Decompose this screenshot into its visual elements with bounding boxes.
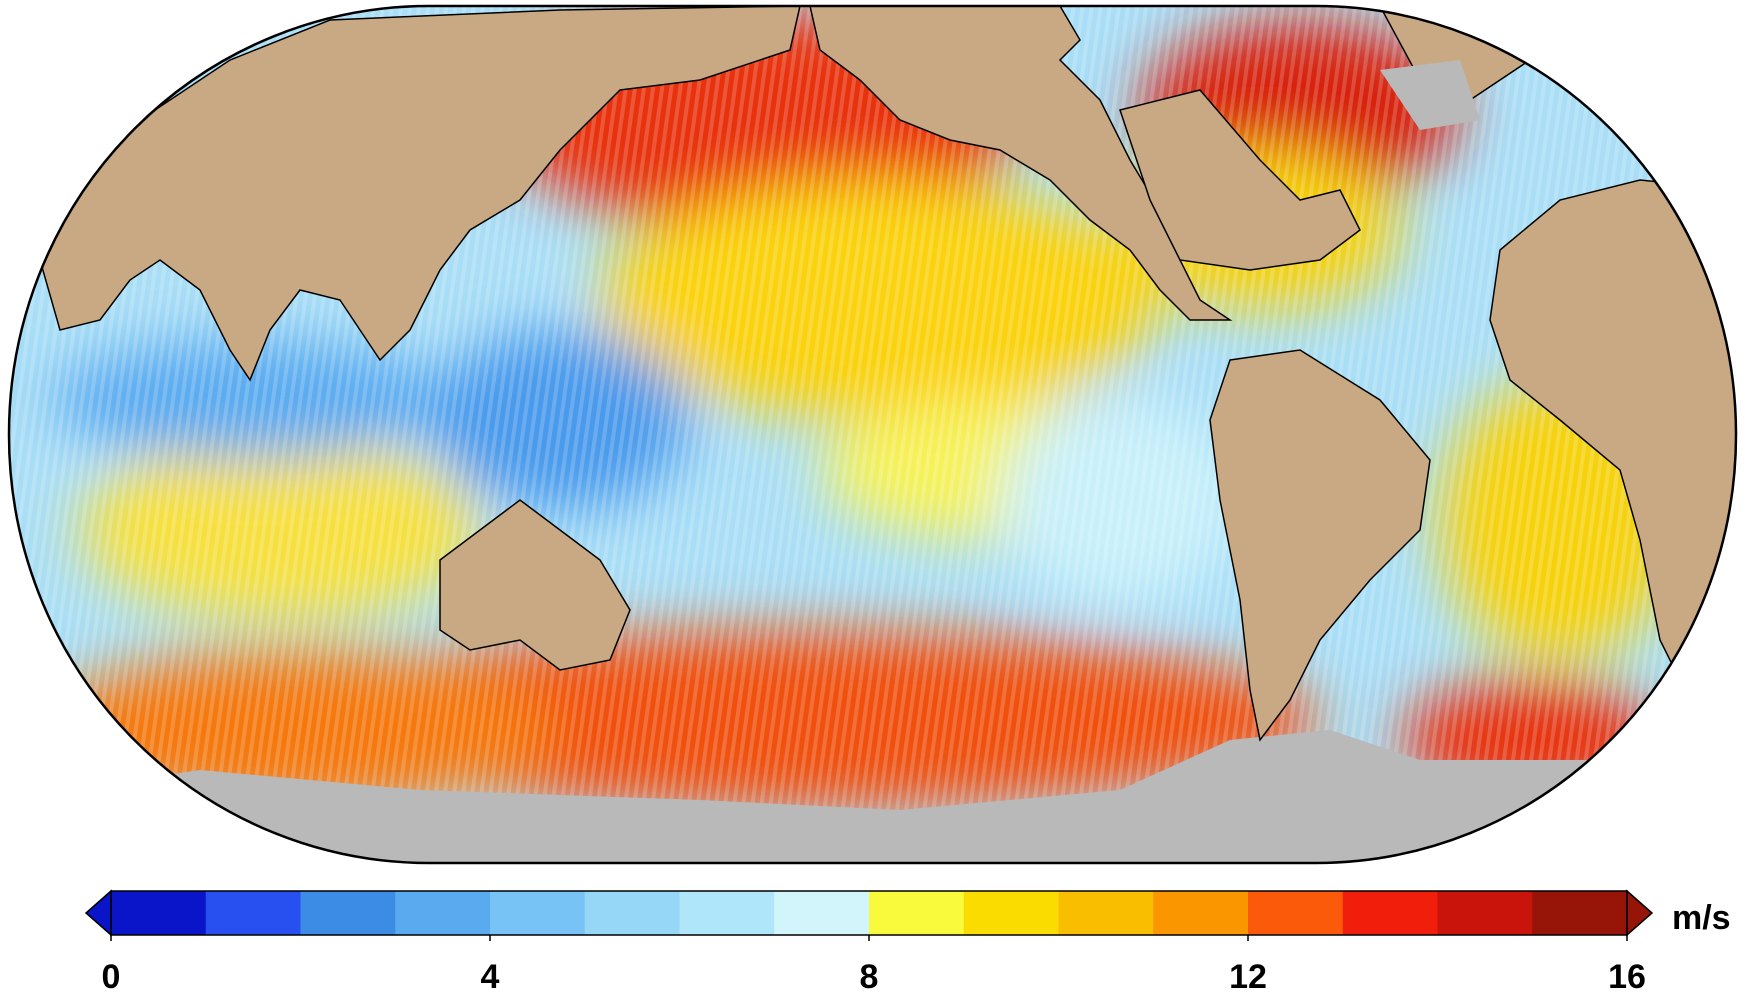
africa (1489, 179, 1736, 742)
colorbar-bin (1248, 891, 1344, 935)
colorbar-bin (1153, 891, 1249, 935)
colorbar-tick-label: 4 (481, 958, 500, 996)
colorbar-tick-label: 16 (1608, 958, 1646, 996)
colorbar-tick-label: 0 (102, 958, 121, 996)
map (9, 6, 1736, 863)
colorbar-unit: m/s (1672, 899, 1731, 937)
colorbar-bin (300, 891, 396, 935)
colorbar-bin (1437, 891, 1533, 935)
colorbar-bin (584, 891, 680, 935)
colorbar-bin (1532, 891, 1628, 935)
australia (439, 499, 631, 671)
map-frame (7, 4, 1738, 865)
north-america (809, 6, 1233, 321)
colorbar-bin (1342, 891, 1438, 935)
south-america (1209, 349, 1431, 742)
colorbar: 0 4 8 12 16 (84, 889, 1654, 996)
colorbar-arrow-high (1626, 889, 1654, 937)
colorbar-bin (963, 891, 1059, 935)
colorbar-bin (1058, 891, 1154, 935)
colorbar-bin (111, 891, 207, 935)
colorbar-bin (774, 891, 870, 935)
colorbar-bin (869, 891, 965, 935)
colorbar-bin (205, 891, 301, 935)
north-america-east (1119, 89, 1361, 271)
colorbar-bin (679, 891, 775, 935)
asia-europe (39, 6, 801, 382)
colorbar-bin (490, 891, 586, 935)
colorbar-tick-label: 8 (860, 958, 879, 996)
antarctica (9, 730, 1736, 863)
colorbar-tick-label: 12 (1229, 958, 1267, 996)
colorbar-arrow-low (84, 889, 112, 937)
colorbar-bin (395, 891, 491, 935)
sea-ice-hudson (1380, 60, 1480, 130)
